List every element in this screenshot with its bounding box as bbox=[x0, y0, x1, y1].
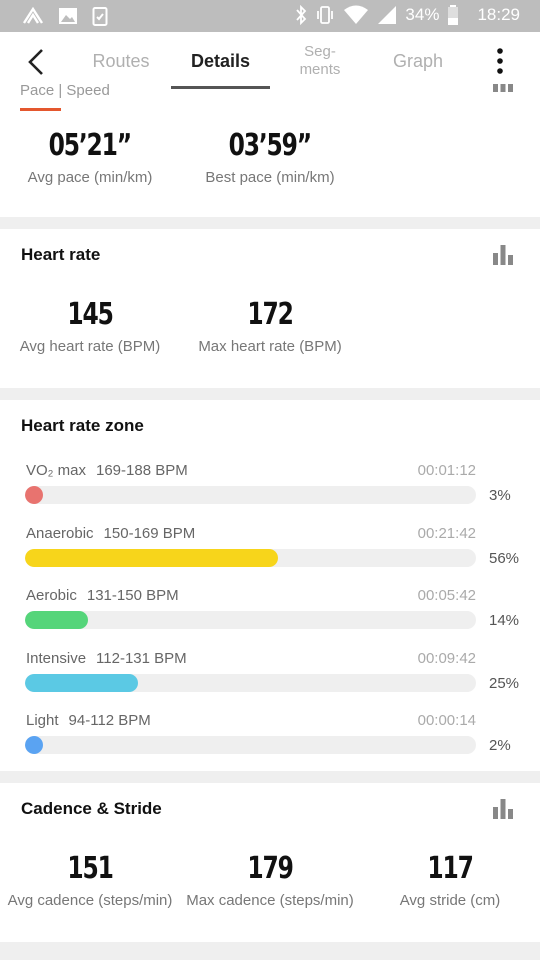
clock: 18:29 bbox=[477, 5, 520, 24]
best-pace-value: 03’59” bbox=[228, 128, 313, 163]
zone-range: 94-112 BPM bbox=[68, 712, 151, 729]
heart-rate-zone-card: Heart rate zone VO₂ max 169-188 BPM 00:01… bbox=[0, 400, 540, 771]
max-cadence-stat: 179 Max cadence (steps/min) bbox=[180, 851, 360, 909]
pace-card: Pace | Speed 05’21” Avg pace (min/km) 03… bbox=[0, 82, 540, 217]
zone-time: 00:00:14 bbox=[417, 712, 476, 729]
zone-range: 150-169 BPM bbox=[103, 525, 196, 542]
zone-row-vo2max: VO₂ max 169-188 BPM 00:01:12 3% bbox=[0, 462, 540, 524]
zone-row-intensive: Intensive 112-131 BPM 00:09:42 25% bbox=[0, 650, 540, 712]
heart-rate-card: Heart rate 145 Avg heart rate (BPM) 172 … bbox=[0, 229, 540, 388]
signal-icon bbox=[378, 6, 397, 24]
bluetooth-icon bbox=[296, 5, 307, 25]
zone-percent: 14% bbox=[489, 612, 520, 629]
best-pace-label: Best pace (min/km) bbox=[205, 169, 335, 186]
chart-icon-pace[interactable] bbox=[492, 84, 514, 92]
avg-stride-stat: 117 Avg stride (cm) bbox=[372, 851, 528, 909]
avg-pace-stat: 05’21” Avg pace (min/km) bbox=[18, 128, 162, 186]
zone-percent: 2% bbox=[489, 737, 511, 754]
clipboard-icon bbox=[92, 7, 108, 26]
gallery-icon bbox=[59, 8, 77, 24]
zone-bar-track bbox=[25, 611, 476, 629]
zone-name: Aerobic bbox=[26, 587, 77, 604]
zone-time: 00:21:42 bbox=[417, 525, 476, 542]
max-cadence-value: 179 bbox=[247, 851, 294, 886]
zone-name: Anaerobic bbox=[26, 525, 94, 542]
cadence-stride-card: Cadence & Stride 151 Avg cadence (steps/… bbox=[0, 783, 540, 942]
avg-cadence-stat: 151 Avg cadence (steps/min) bbox=[0, 851, 180, 909]
chart-icon-heart-rate[interactable] bbox=[492, 245, 514, 265]
zone-bar-fill bbox=[25, 486, 43, 504]
tab-segments[interactable]: Seg- ments bbox=[299, 43, 341, 78]
zone-range: 131-150 BPM bbox=[86, 587, 179, 604]
cadence-stride-title: Cadence & Stride bbox=[21, 799, 162, 818]
best-pace-stat: 03’59” Best pace (min/km) bbox=[196, 128, 344, 186]
zone-row-anaerobic: Anaerobic 150-169 BPM 00:21:42 56% bbox=[0, 525, 540, 587]
zone-name: VO₂ max bbox=[26, 462, 86, 479]
zone-time: 00:09:42 bbox=[417, 650, 476, 667]
zone-bar-fill bbox=[25, 736, 43, 754]
avg-heart-rate-label: Avg heart rate (BPM) bbox=[19, 338, 161, 355]
zone-percent: 25% bbox=[489, 675, 520, 692]
zone-bar-track bbox=[25, 486, 476, 504]
status-bar: 34% 18:29 bbox=[0, 0, 540, 32]
wifi-icon bbox=[344, 5, 369, 24]
zone-bar-track bbox=[25, 549, 476, 567]
zone-range: 169-188 BPM bbox=[96, 462, 188, 479]
zone-range: 112-131 BPM bbox=[96, 650, 187, 667]
tab-graph[interactable]: Graph bbox=[392, 50, 444, 71]
zone-percent: 3% bbox=[489, 487, 511, 504]
max-heart-rate-value: 172 bbox=[247, 297, 294, 332]
zone-time: 00:05:42 bbox=[417, 587, 476, 604]
avg-pace-value: 05’21” bbox=[48, 128, 133, 163]
heart-rate-title: Heart rate bbox=[21, 245, 101, 264]
avg-stride-label: Avg stride (cm) bbox=[399, 892, 501, 909]
chart-icon-cadence[interactable] bbox=[492, 799, 514, 819]
top-nav-bar: Routes Details Seg- ments Graph bbox=[0, 32, 540, 90]
zone-bar-track bbox=[25, 736, 476, 754]
zone-bar-fill bbox=[25, 549, 278, 567]
avg-pace-label: Avg pace (min/km) bbox=[27, 169, 153, 186]
zone-row-light: Light 94-112 BPM 00:00:14 2% bbox=[0, 712, 540, 774]
avg-cadence-value: 151 bbox=[67, 851, 114, 886]
more-options-icon[interactable] bbox=[490, 46, 510, 76]
zone-name: Light bbox=[26, 712, 59, 729]
app-logo-icon bbox=[22, 7, 44, 24]
active-tab-indicator bbox=[171, 86, 270, 89]
zone-bar-fill bbox=[25, 611, 88, 629]
zone-name: Intensive bbox=[26, 650, 87, 667]
zone-time: 00:01:12 bbox=[417, 462, 476, 479]
max-cadence-label: Max cadence (steps/min) bbox=[186, 892, 354, 909]
avg-stride-value: 117 bbox=[427, 851, 474, 886]
max-heart-rate-stat: 172 Max heart rate (BPM) bbox=[192, 297, 348, 355]
avg-heart-rate-value: 145 bbox=[67, 297, 114, 332]
vibrate-icon bbox=[317, 6, 334, 24]
back-arrow-icon[interactable] bbox=[22, 46, 54, 78]
zone-bar-track bbox=[25, 674, 476, 692]
avg-cadence-label: Avg cadence (steps/min) bbox=[7, 892, 173, 909]
max-heart-rate-label: Max heart rate (BPM) bbox=[198, 338, 342, 355]
heart-rate-zone-title: Heart rate zone bbox=[21, 416, 144, 435]
battery-icon bbox=[448, 5, 459, 25]
tab-details[interactable]: Details bbox=[190, 50, 251, 71]
pace-speed-subtabs[interactable]: Pace | Speed bbox=[20, 82, 110, 99]
zone-bar-fill bbox=[25, 674, 138, 692]
battery-percent: 34% bbox=[405, 5, 440, 24]
avg-heart-rate-stat: 145 Avg heart rate (BPM) bbox=[14, 297, 166, 355]
zone-row-aerobic: Aerobic 131-150 BPM 00:05:42 14% bbox=[0, 587, 540, 649]
tab-routes[interactable]: Routes bbox=[92, 50, 150, 71]
zone-percent: 56% bbox=[489, 550, 520, 567]
pace-subtab-indicator bbox=[20, 108, 61, 111]
